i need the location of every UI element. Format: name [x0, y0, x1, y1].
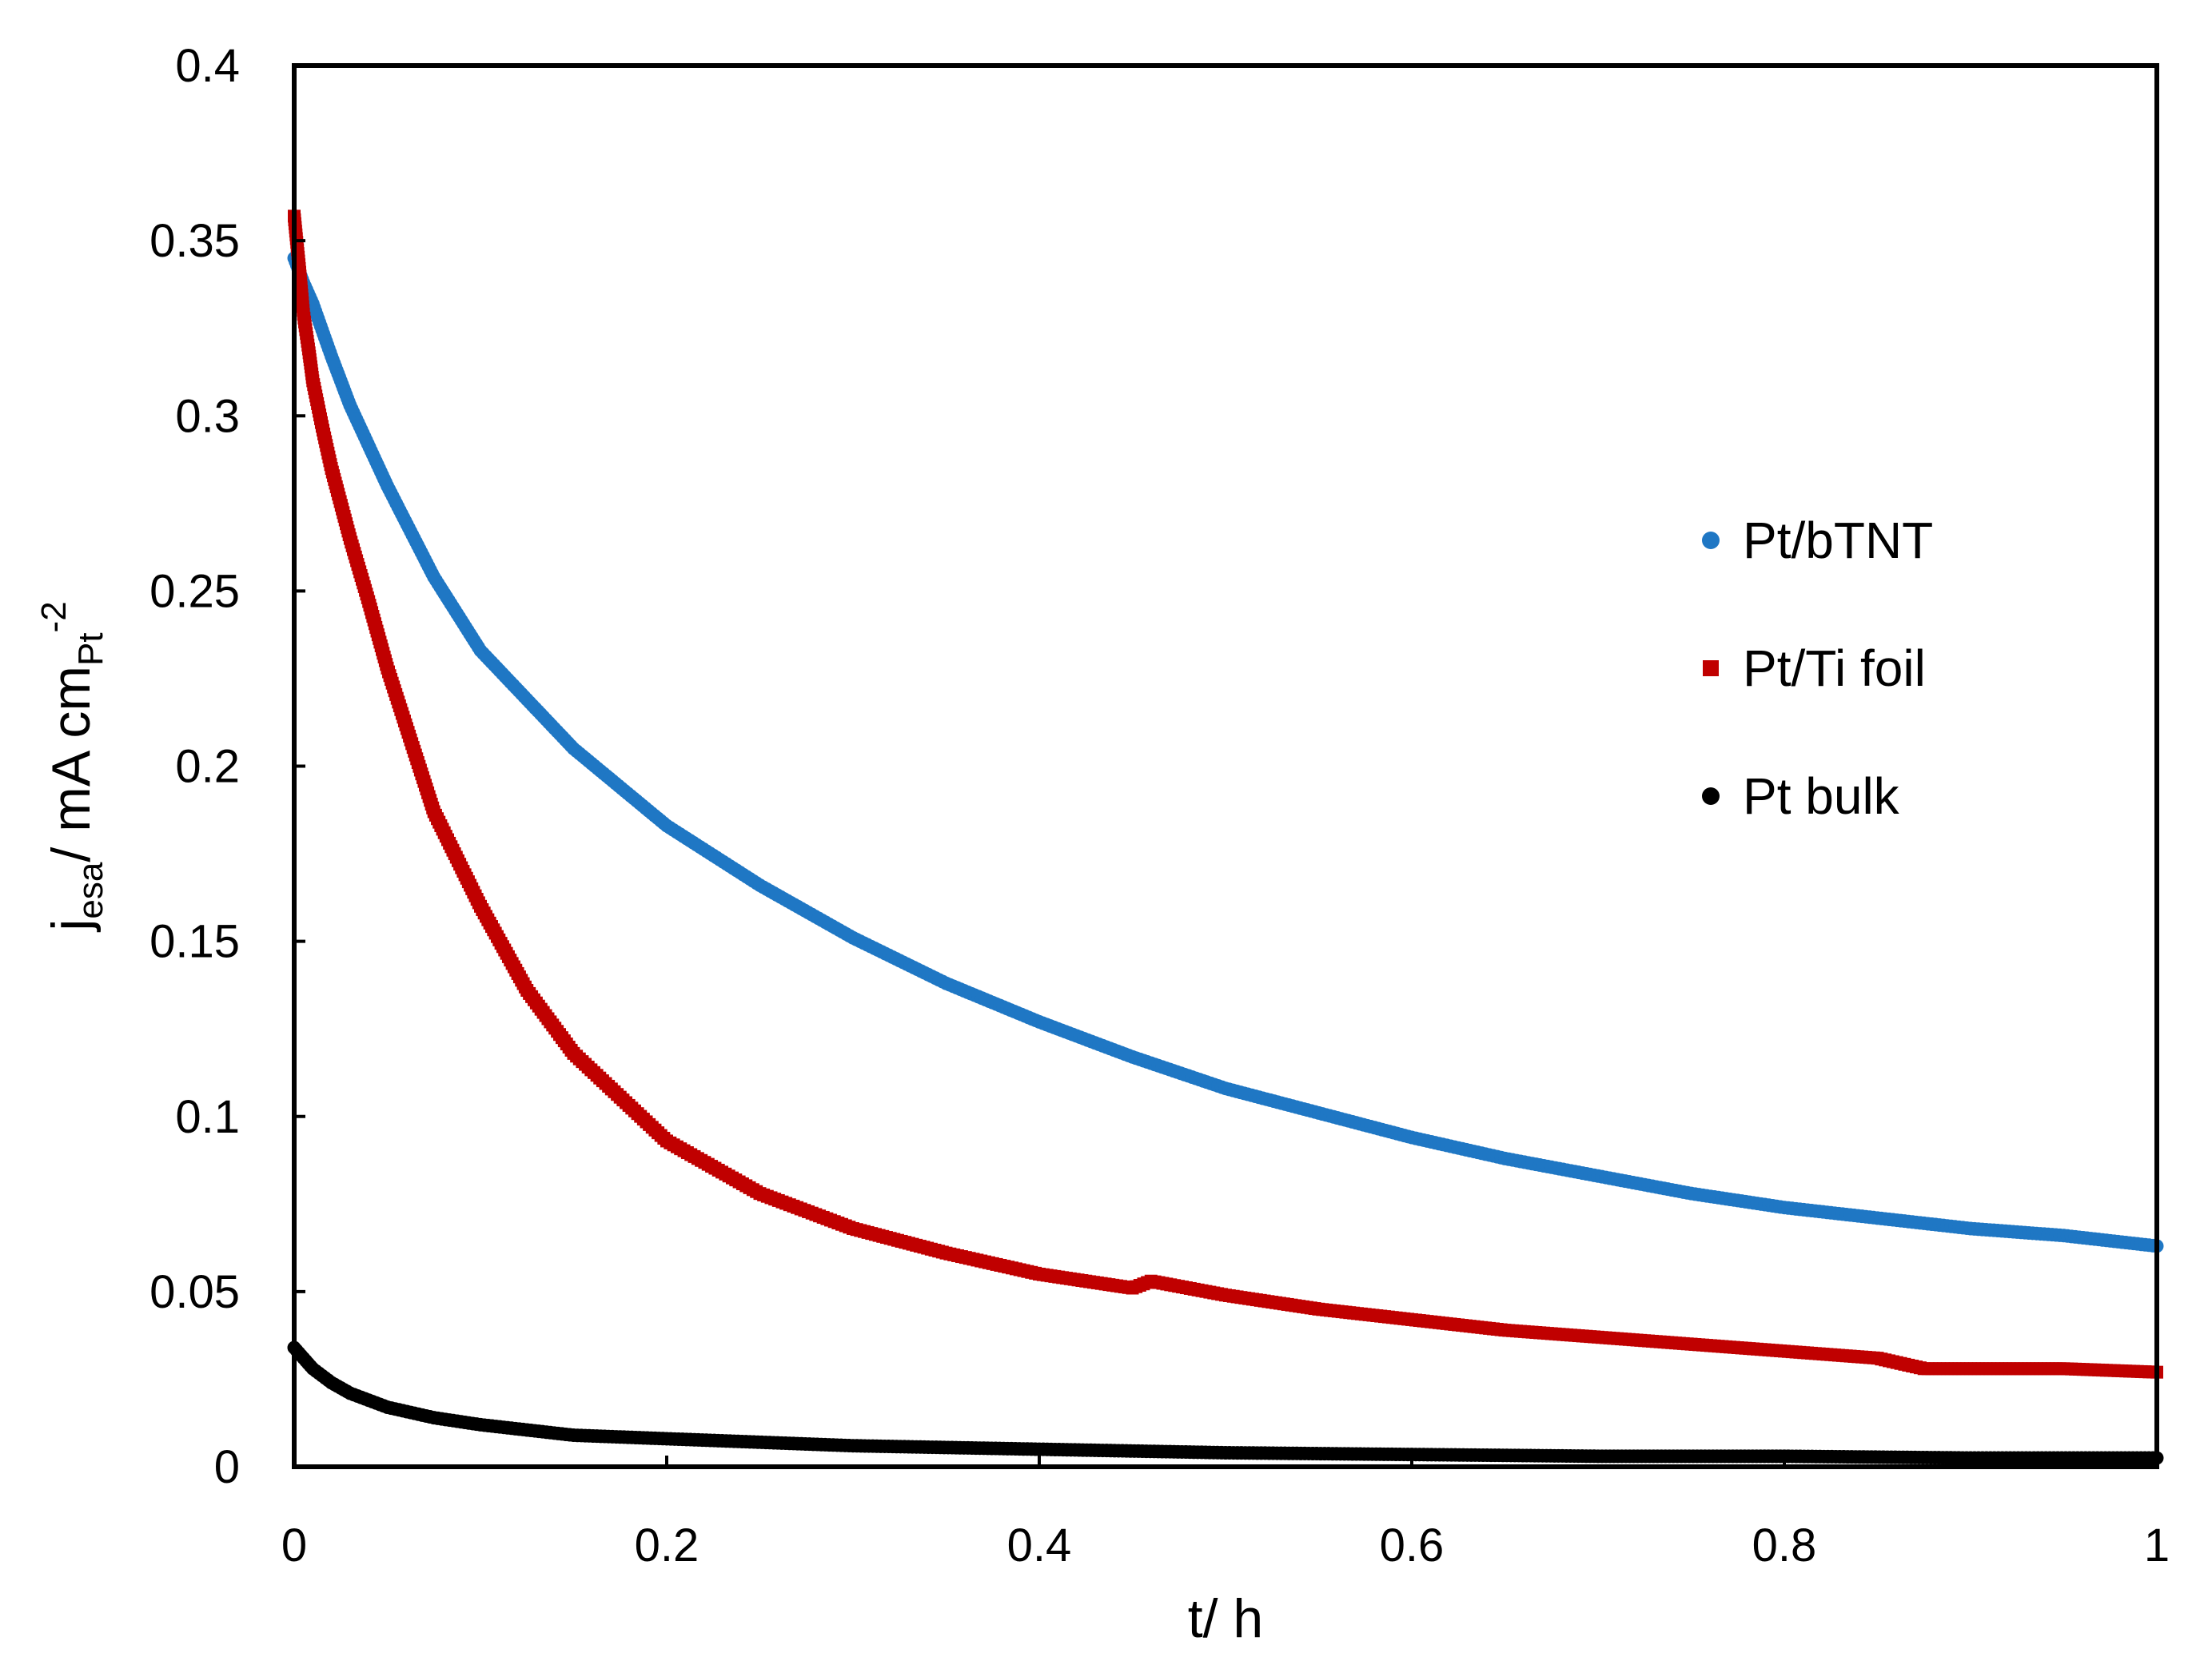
y-tick-label: 0.3 [175, 390, 240, 442]
plot-frame [292, 63, 2159, 1469]
y-axis-title-sub2: Pt [71, 632, 110, 666]
y-tick-label: 0.25 [149, 565, 240, 617]
y-tick-label: 0.1 [175, 1091, 240, 1143]
y-axis-title-main: j [41, 919, 102, 933]
axis-ticks: 0 0.05 0.1 0.15 0.2 0.25 0.3 0.35 0.4 0 0.2 0.4 0.6 0… [149, 40, 2170, 1571]
x-tick-label: 0.8 [1752, 1520, 1817, 1571]
x-tick-label: 1 [2144, 1520, 2170, 1571]
legend: Pt/bTNT Pt/Ti foil Pt bulk [1702, 512, 1933, 825]
y-tick-label: 0 [214, 1441, 240, 1493]
series-pt-bulk [287, 1340, 2164, 1465]
x-axis-title: t/ h [1188, 1588, 1264, 1649]
series-pt-btnt [287, 251, 2164, 1253]
legend-marker-pt-bulk [1702, 787, 1720, 805]
y-axis-title-rest: / mA cm [41, 666, 102, 862]
series-pt-ti-foil [288, 209, 2163, 1379]
plot-marks [287, 209, 2164, 1465]
legend-item-pt-ti-foil: Pt/Ti foil [1703, 639, 1926, 697]
legend-label-pt-btnt: Pt/bTNT [1743, 512, 1933, 569]
y-axis-title-sup: -2 [34, 601, 74, 632]
y-axis-title-sub: esa [71, 862, 110, 918]
y-tick-label: 0.2 [175, 741, 240, 793]
y-tick-label: 0.35 [149, 215, 240, 267]
x-tick-label: 0.6 [1380, 1520, 1445, 1571]
x-tick-label: 0.2 [635, 1520, 699, 1571]
legend-label-pt-bulk: Pt bulk [1743, 767, 1900, 825]
legend-label-pt-ti-foil: Pt/Ti foil [1743, 639, 1926, 697]
y-axis-title: jesa/ mA cmPt-2 [34, 601, 110, 932]
y-tick-label: 0.4 [175, 40, 240, 92]
y-tick-label: 0.15 [149, 916, 240, 968]
x-tick-label: 0 [281, 1520, 307, 1571]
legend-marker-pt-ti-foil [1703, 660, 1719, 676]
legend-item-pt-bulk: Pt bulk [1702, 767, 1900, 825]
x-tick-label: 0.4 [1007, 1520, 1072, 1571]
legend-item-pt-btnt: Pt/bTNT [1702, 512, 1933, 569]
y-tick-label: 0.05 [149, 1266, 240, 1318]
legend-marker-pt-btnt [1702, 532, 1720, 549]
